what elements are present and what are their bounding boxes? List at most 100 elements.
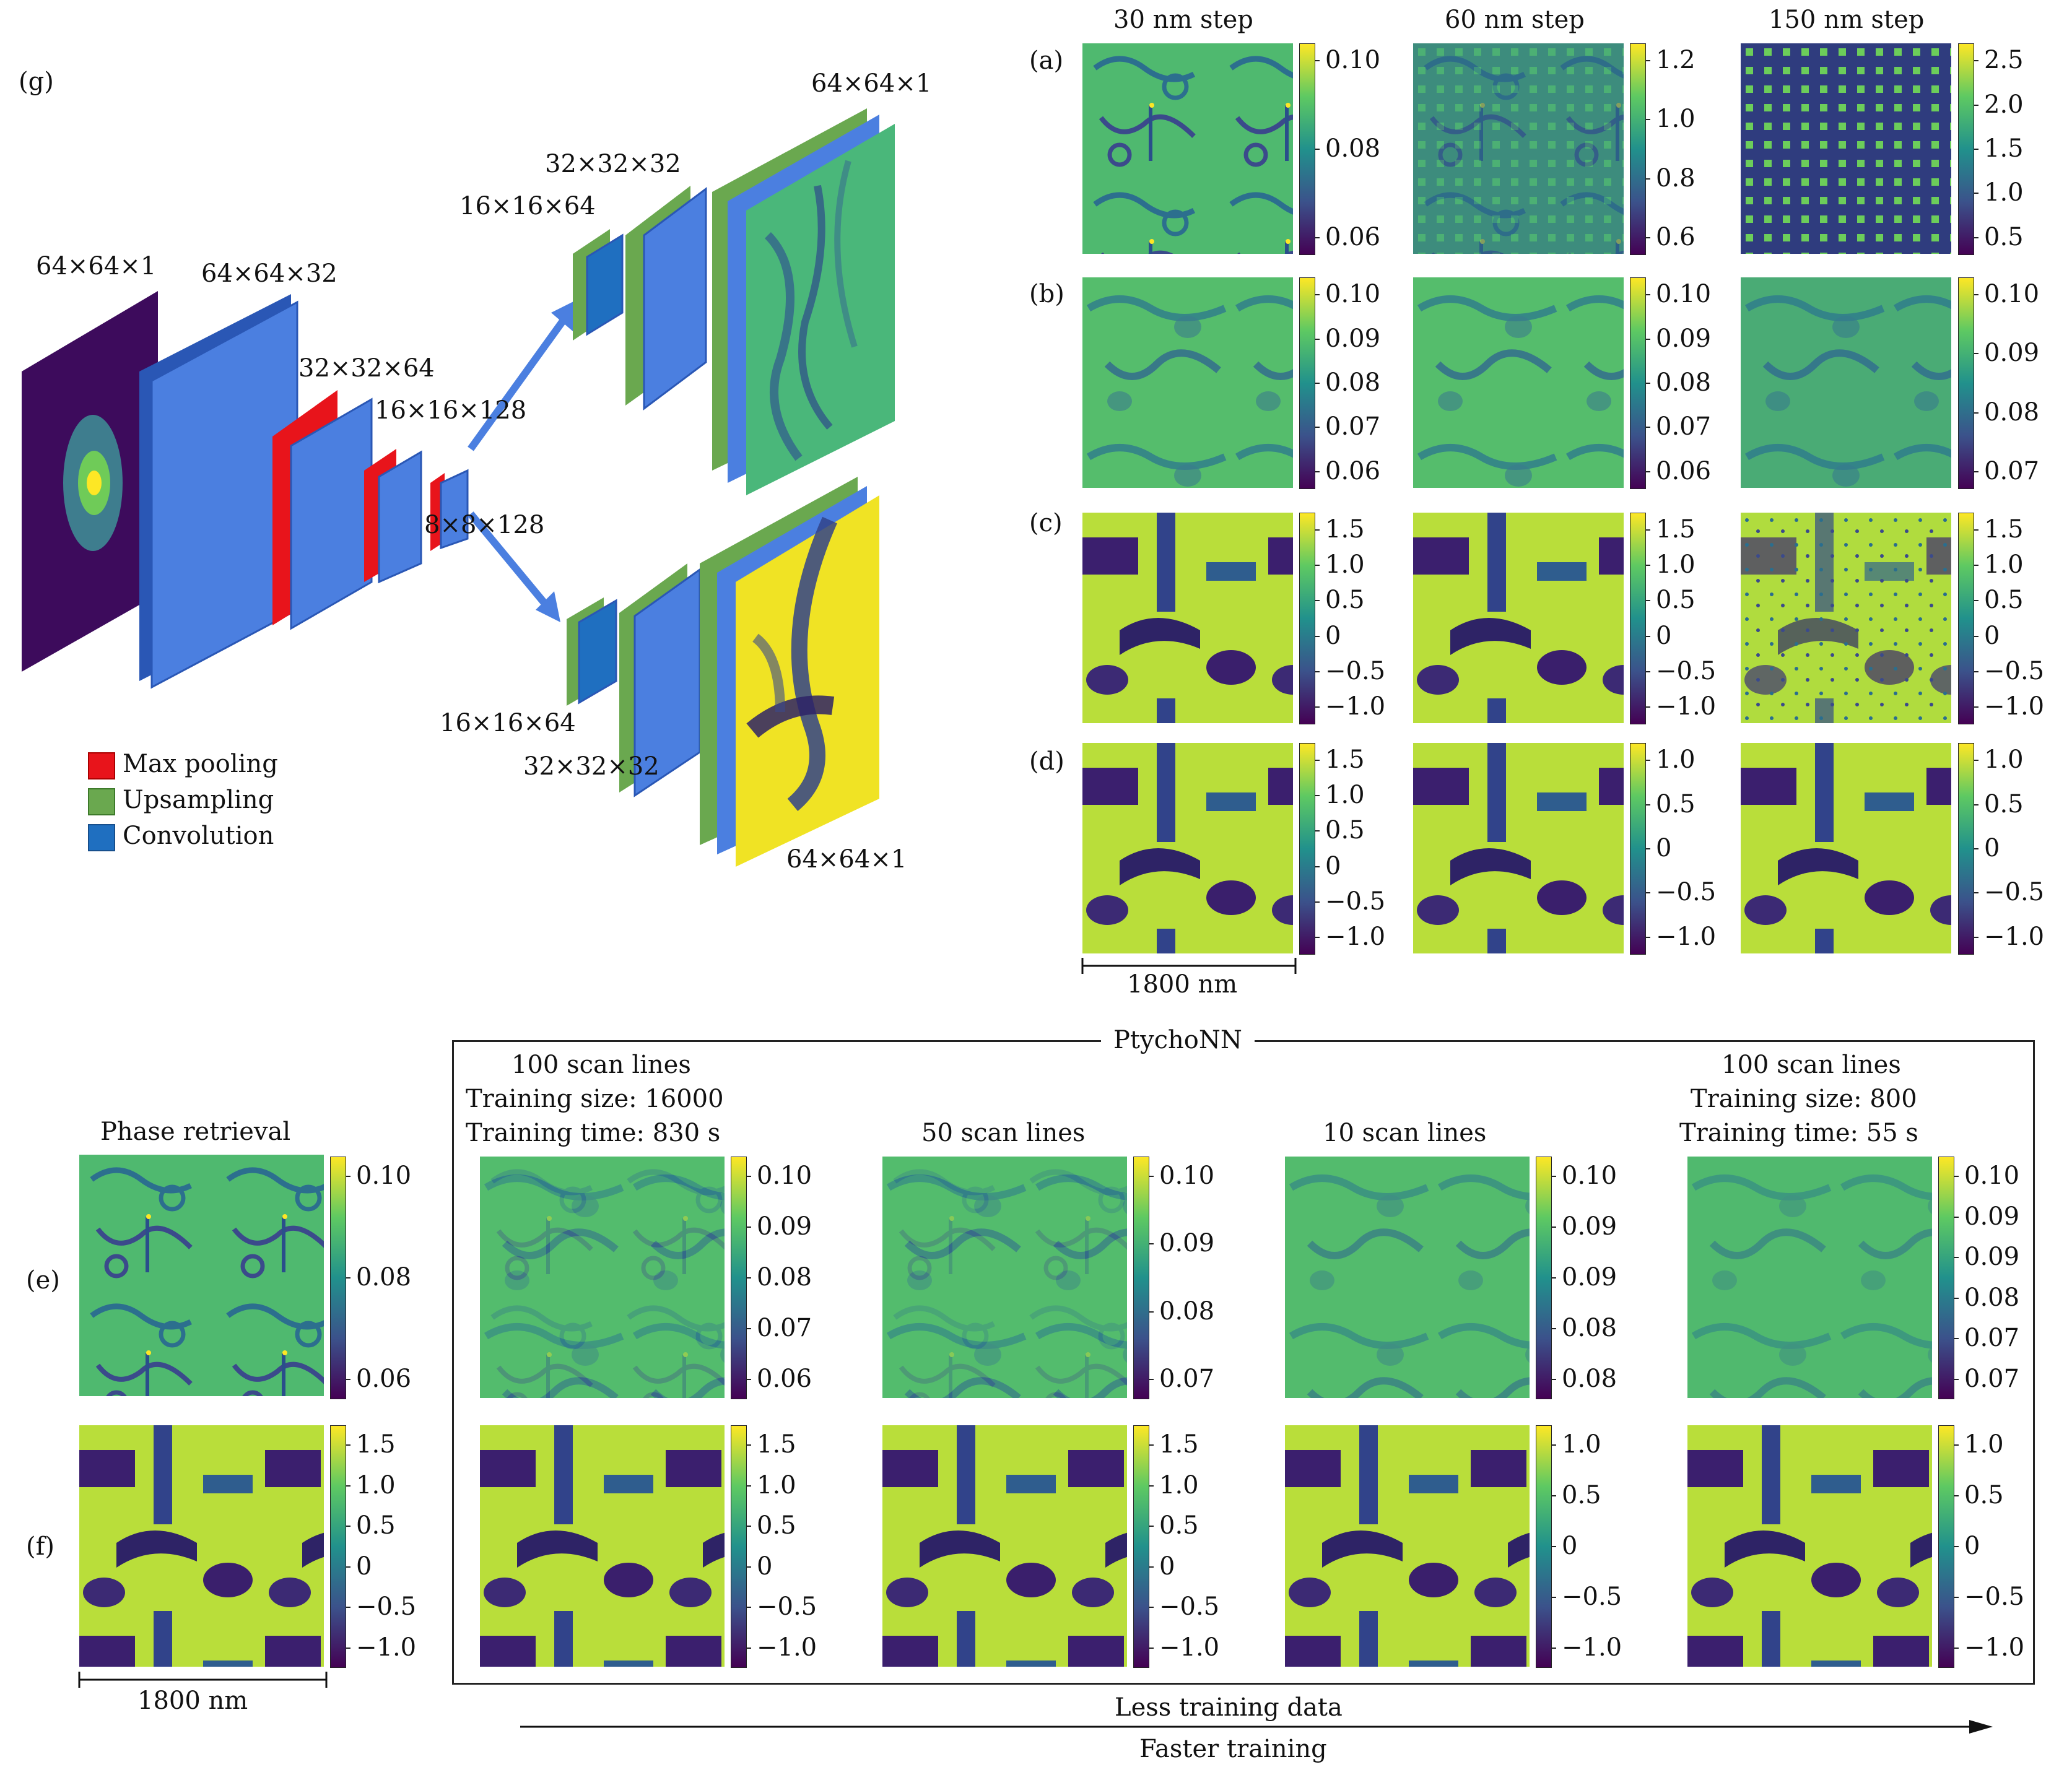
colorbar-e-3-tick — [1551, 1277, 1556, 1279]
colorbar-d-30nm-tick — [1315, 795, 1320, 797]
img-d-60nm — [1413, 743, 1624, 953]
colorbar-b-150nm-tick — [1974, 471, 1978, 472]
colorbar-b-30nm-tick — [1315, 294, 1320, 296]
layer-label-input: 64×64×1 — [36, 252, 157, 280]
colorbar-e-0-tick — [346, 1277, 350, 1279]
col4-title-line3: Training time: 55 s — [1679, 1119, 1918, 1147]
colorbar-e-3-tick — [1551, 1327, 1556, 1329]
colorbar-a-150nm-tick-label: 0.5 — [1984, 222, 2024, 251]
colorbar-b-30nm-tick-label: 0.10 — [1325, 280, 1381, 309]
arrow-up — [468, 313, 570, 451]
colorbar-f-3-tick — [1551, 1647, 1556, 1649]
colorbar-d-30nm-tick — [1315, 936, 1320, 938]
colorbar-d-60nm — [1630, 743, 1646, 955]
colorbar-e-2-tick — [1149, 1243, 1154, 1245]
colorbar-b-60nm-tick-label: 0.08 — [1656, 368, 1712, 397]
legend-swatch-maxpool — [88, 752, 115, 779]
bottom-scale-label: 1800 nm — [137, 1687, 248, 1715]
colorbar-b-150nm-tick-label: 0.08 — [1984, 397, 2040, 427]
colorbar-f-0-tick — [346, 1485, 350, 1487]
colorbar-f-3-tick-label: −1.0 — [1562, 1633, 1622, 1662]
colorbar-b-150nm-tick — [1974, 412, 1978, 414]
colorbar-e-1-tick — [746, 1277, 751, 1279]
colorbar-f-2-tick — [1149, 1526, 1154, 1527]
colorbar-c-30nm-tick-label: 1.0 — [1325, 550, 1365, 580]
colorbar-b-60nm-tick — [1645, 294, 1650, 296]
colorbar-c-30nm-tick-label: 0 — [1325, 621, 1341, 650]
colorbar-e-4-tick-label: 0.09 — [1964, 1243, 2020, 1272]
colorbar-b-30nm-tick — [1315, 471, 1320, 472]
colorbar-f-4 — [1938, 1425, 1954, 1668]
colorbar-a-60nm-tick-label: 1.2 — [1656, 46, 1695, 75]
colorbar-f-1-tick — [746, 1485, 751, 1487]
colorbar-d-150nm-tick-label: −0.5 — [1984, 878, 2045, 907]
colorbar-f-0-tick — [346, 1444, 350, 1446]
colorbar-b-60nm-tick — [1645, 471, 1650, 472]
colorbar-b-30nm-tick — [1315, 383, 1320, 384]
training-arrow — [520, 1720, 1993, 1734]
row-label-e: (e) — [26, 1266, 60, 1295]
colorbar-f-3-tick-label: 0.5 — [1562, 1481, 1601, 1510]
col1-title-line3: Training time: 830 s — [466, 1119, 721, 1147]
colorbar-d-150nm-tick-label: 0.5 — [1984, 789, 2024, 818]
colorbar-d-150nm-tick-label: 0 — [1984, 834, 2000, 862]
colorbar-a-150nm-tick — [1974, 149, 1978, 150]
colorbar-c-30nm-tick — [1315, 671, 1320, 672]
colorbar-f-4-tick-label: 0.5 — [1964, 1481, 2004, 1510]
colorbar-c-60nm-tick — [1645, 565, 1650, 567]
grid-scale-bar — [1081, 958, 1297, 974]
colorbar-f-4-tick-label: −0.5 — [1964, 1582, 2025, 1611]
colorbar-b-30nm — [1299, 277, 1315, 489]
img-b-60nm — [1413, 277, 1624, 488]
colorbar-c-30nm-tick-label: 0.5 — [1325, 586, 1365, 615]
colorbar-f-4-tick-label: 1.0 — [1964, 1430, 2004, 1459]
colorbar-c-150nm-tick-label: 0.5 — [1984, 586, 2024, 615]
col-title-150nm: 150 nm step — [1769, 6, 1925, 34]
layer-label-top-up2: 32×32×32 — [545, 150, 681, 178]
colorbar-e-1 — [731, 1157, 747, 1399]
colorbar-d-60nm-tick — [1645, 892, 1650, 894]
layer-label-bot-out: 64×64×1 — [786, 845, 907, 874]
img-c-150nm — [1741, 513, 1951, 723]
colorbar-a-60nm-tick — [1645, 119, 1650, 121]
colorbar-d-30nm-tick-label: 1.0 — [1325, 781, 1365, 810]
colorbar-c-150nm-tick — [1974, 635, 1978, 637]
colorbar-e-1-tick-label: 0.07 — [757, 1313, 812, 1342]
colorbar-f-0-tick-label: −0.5 — [356, 1592, 417, 1622]
colorbar-f-0-tick-label: 0.5 — [356, 1511, 396, 1540]
colorbar-e-0-tick-label: 0.08 — [356, 1263, 412, 1292]
colorbar-b-30nm-tick-label: 0.07 — [1325, 412, 1381, 441]
colorbar-f-0-tick — [346, 1566, 350, 1568]
colorbar-d-30nm-tick — [1315, 760, 1320, 762]
colorbar-e-2 — [1133, 1157, 1149, 1399]
arrow-label-top: Less training data — [1115, 1693, 1343, 1722]
colorbar-d-30nm-tick-label: −1.0 — [1325, 922, 1386, 951]
colorbar-f-1-tick-label: 1.0 — [757, 1470, 796, 1500]
colorbar-f-2-tick — [1149, 1566, 1154, 1568]
colorbar-a-60nm-tick-label: 0.6 — [1656, 222, 1695, 251]
layer-label-bot-up2: 32×32×32 — [523, 752, 659, 781]
bottleneck-layer — [440, 469, 469, 550]
colorbar-e-0 — [330, 1157, 346, 1399]
colorbar-b-60nm-tick-label: 0.09 — [1656, 324, 1712, 353]
arrow-down — [468, 511, 548, 606]
img-b-150nm — [1741, 277, 1951, 488]
colorbar-f-3-tick-label: −0.5 — [1562, 1582, 1622, 1611]
colorbar-f-1-tick-label: 1.5 — [757, 1430, 796, 1459]
img-d-30nm — [1082, 743, 1293, 953]
img-f-100lines-16000 — [480, 1425, 725, 1667]
colorbar-f-2-tick — [1149, 1607, 1154, 1609]
colorbar-b-150nm-tick — [1974, 294, 1978, 296]
colorbar-a-30nm-tick — [1315, 237, 1320, 238]
colorbar-d-60nm-tick — [1645, 760, 1650, 762]
colorbar-f-0-tick-label: 1.5 — [356, 1430, 396, 1459]
colorbar-f-0-tick — [346, 1607, 350, 1609]
img-f-phase-retrieval — [79, 1425, 324, 1667]
colorbar-f-3 — [1536, 1425, 1552, 1668]
colorbar-f-3-tick-label: 0 — [1562, 1532, 1578, 1560]
row-label-d: (d) — [1029, 747, 1064, 776]
colorbar-f-3-tick — [1551, 1495, 1556, 1497]
colorbar-b-150nm-tick-label: 0.10 — [1984, 280, 2040, 309]
colorbar-c-30nm — [1299, 513, 1315, 724]
